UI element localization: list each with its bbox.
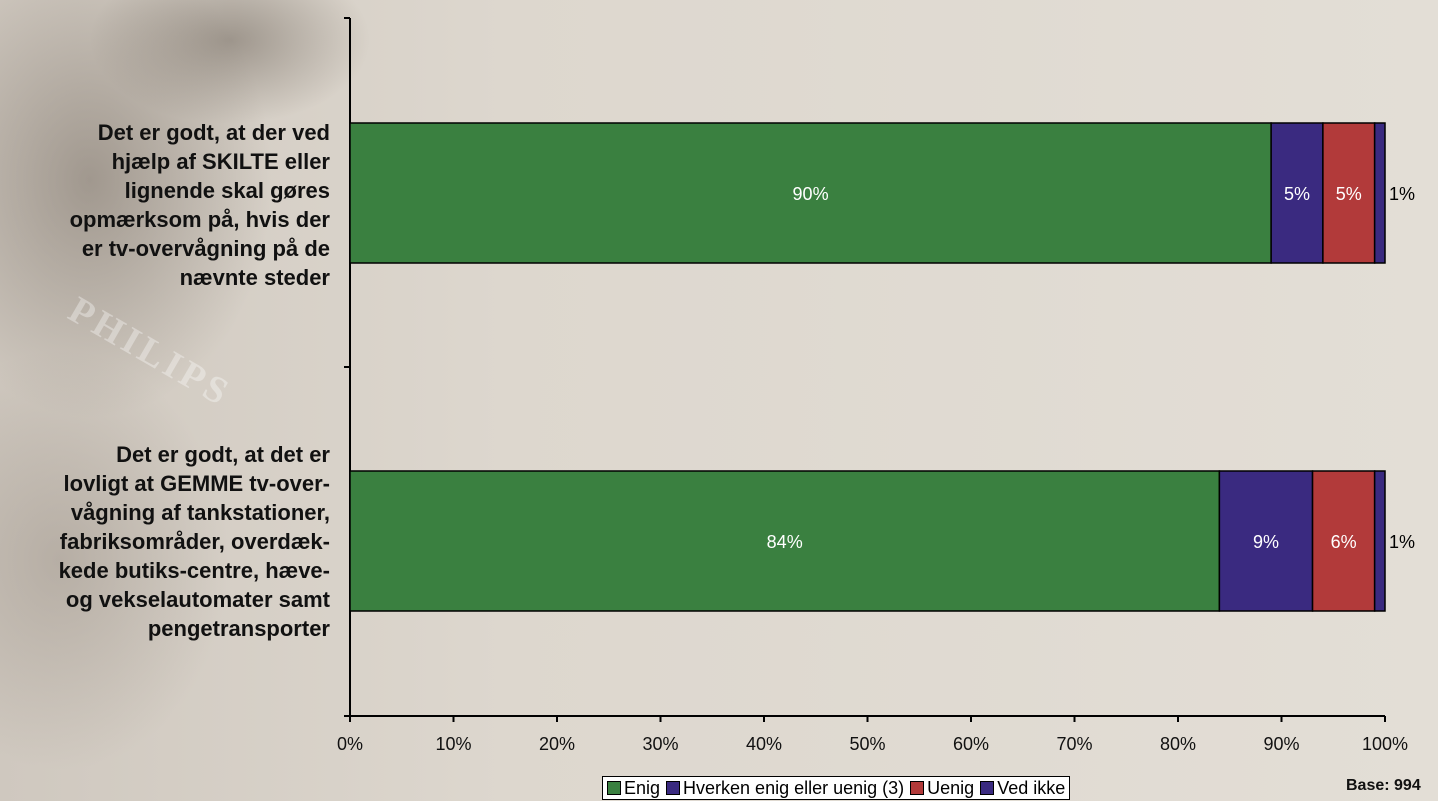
data-label: 9% xyxy=(1253,532,1279,552)
bar-segment xyxy=(1270,122,1324,264)
category-label-line: opmærksom på, hvis der xyxy=(69,207,330,232)
legend-label: Ved ikke xyxy=(997,777,1066,798)
category-label-line: er tv-overvågning på de xyxy=(81,236,330,261)
data-label: 5% xyxy=(1284,184,1310,204)
category-label-line: hjælp af SKILTE eller xyxy=(111,149,330,174)
category-label: Det er godt, at der ved hjælp af SKILTE e… xyxy=(0,118,330,292)
legend-label: Uenig xyxy=(927,777,975,798)
x-tick-label: 40% xyxy=(746,734,782,754)
x-tick-label: 60% xyxy=(953,734,989,754)
x-tick-label: 50% xyxy=(849,734,885,754)
category-label-line: kede butiks-centre, hæve- xyxy=(58,558,330,583)
legend-item: Hverken enig eller uenig (3) xyxy=(666,778,904,799)
data-label: 90% xyxy=(793,184,829,204)
category-label-line: lovligt at GEMME tv-over- xyxy=(63,471,330,496)
base-note: Base: 994 xyxy=(1346,777,1421,794)
category-label-line: vågning af tankstationer, xyxy=(70,500,330,525)
bar-segment xyxy=(1373,122,1386,264)
x-tick-label: 80% xyxy=(1160,734,1196,754)
category-label-line: lignende skal gøres xyxy=(124,178,330,203)
category-label: Det er godt, at det er lovligt at GEMME t… xyxy=(0,440,330,643)
legend-swatch xyxy=(666,781,681,795)
bar-segment xyxy=(1373,470,1386,612)
x-tick-label: 20% xyxy=(539,734,575,754)
data-label: 6% xyxy=(1331,532,1357,552)
data-label: 1% xyxy=(1389,184,1415,204)
bar-segment xyxy=(1218,470,1314,612)
x-tick-label: 30% xyxy=(642,734,678,754)
legend-item: Enig xyxy=(607,778,660,799)
legend-label: Enig xyxy=(624,777,661,798)
x-tick-label: 0% xyxy=(337,734,363,754)
category-label-line: Det er godt, at det er xyxy=(116,442,330,467)
legend: Enig Hverken enig eller uenig (3) Uenig Ved… xyxy=(602,776,1071,800)
legend-item: Uenig xyxy=(910,778,974,799)
x-tick-label: 100% xyxy=(1362,734,1408,754)
x-tick-label: 70% xyxy=(1056,734,1092,754)
legend-swatch xyxy=(980,781,995,795)
category-label-line: nævnte steder xyxy=(179,265,330,290)
legend-swatch xyxy=(607,781,621,795)
data-label: 1% xyxy=(1389,532,1415,552)
x-tick-label: 90% xyxy=(1263,734,1299,754)
data-label: 84% xyxy=(767,532,803,552)
category-label-line: pengetransporter xyxy=(147,616,330,641)
legend-swatch xyxy=(910,781,925,795)
x-tick-label: 10% xyxy=(435,734,471,754)
legend-label: Hverken enig eller uenig (3) xyxy=(683,777,905,798)
data-label: 5% xyxy=(1336,184,1362,204)
bar-segment xyxy=(349,122,1272,264)
legend-item: Ved ikke xyxy=(980,778,1065,799)
category-label-line: og vekselautomater samt xyxy=(65,587,330,612)
category-label-line: Det er godt, at der ved xyxy=(97,120,330,145)
bar-segment xyxy=(1311,470,1376,612)
category-label-line: fabriksområder, overdæk- xyxy=(59,529,330,554)
